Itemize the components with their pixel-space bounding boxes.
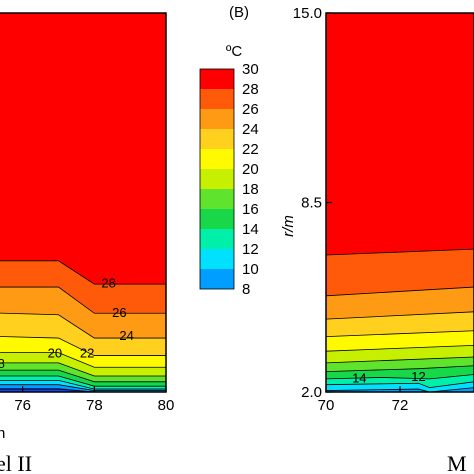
x-tick-label: 72: [392, 397, 409, 414]
colorbar-swatch-26: [200, 109, 234, 129]
x-tick-label: 70: [318, 397, 335, 414]
contour-label-24: 24: [119, 328, 133, 343]
contour-label-26: 26: [112, 305, 126, 320]
contour-line-20: [325, 344, 474, 352]
colorbar-tick-30: 30: [242, 61, 259, 78]
contour-label-28: 28: [101, 276, 115, 291]
colorbar-swatch-30: [200, 69, 234, 89]
colorbar-swatch-10: [200, 269, 234, 289]
colorbar-tick-18: 18: [242, 181, 259, 198]
contour-line-18: [0, 362, 166, 377]
colorbar-tick-22: 22: [242, 141, 259, 158]
x-tick-label: 78: [86, 397, 103, 414]
colorbar-tick-28: 28: [242, 81, 259, 98]
contour-label-12: 12: [411, 369, 425, 384]
contour-line-12: [325, 381, 474, 389]
y-axis-label: r/m: [280, 215, 297, 237]
contour-line-26: [0, 286, 166, 314]
contour-label-14: 14: [352, 370, 366, 385]
panel-a-plot: 28262422201810767880: [0, 12, 175, 414]
temperature-colorbar: 30 28 26 24 22 20 18 16 14 12 10 8: [199, 61, 259, 298]
y-tick-label: 8.5: [301, 195, 322, 212]
colorbar-tick-16: 16: [242, 201, 259, 218]
colorbar-frame: [199, 68, 235, 290]
panel-a-x-axis-label: n: [0, 425, 5, 442]
contour-line-16: [0, 369, 166, 383]
colorbar-tick-10: 10: [242, 261, 259, 278]
contour-line-22: [325, 330, 474, 338]
contour-line-24: [325, 311, 474, 320]
contour-line-22: [0, 336, 166, 356]
x-tick-label: 80: [158, 397, 175, 414]
contour-line-26: [325, 286, 474, 297]
contour-line-28: [0, 260, 166, 285]
y-tick-label: 2.0: [301, 384, 322, 401]
contour-line-18: [325, 356, 474, 364]
x-tick-label: 76: [14, 397, 31, 414]
colorbar-tick-26: 26: [242, 101, 259, 118]
y-tick-label: 15.0: [293, 5, 322, 22]
contour-line-14: [0, 375, 166, 387]
colorbar-tick-20: 20: [242, 161, 259, 178]
contour-line-10: [0, 384, 166, 391]
colorbar-swatch-18: [200, 189, 234, 209]
contour-label-22: 22: [80, 346, 94, 361]
panel-b-model-title: M: [447, 451, 467, 474]
contour-line-24: [0, 312, 166, 339]
contour-line-12: [0, 379, 166, 390]
plot-frame: [0, 12, 167, 393]
panel-b-plot: 14 12 70 72 2.0 8.5 15.0 r/m: [280, 5, 474, 414]
colorbar-swatch-12: [200, 249, 234, 269]
contour-line-10: [325, 387, 474, 393]
panel-a-model-title: el II: [0, 451, 32, 474]
colorbar-tick-24: 24: [242, 121, 259, 138]
colorbar-tick-12: 12: [242, 241, 259, 258]
colorbar-swatch-14: [200, 229, 234, 249]
contour-line-16: [325, 365, 474, 372]
contour-label-20: 20: [48, 346, 62, 361]
colorbar-swatch-24: [200, 129, 234, 149]
contour-line-28: [325, 248, 474, 256]
colorbar-swatch-28: [200, 89, 234, 109]
colorbar-unit-label: ºC: [226, 43, 242, 60]
contour-line-14: [325, 374, 474, 380]
colorbar-swatch-20: [200, 169, 234, 189]
colorbar-tick-14: 14: [242, 221, 259, 238]
colorbar-swatch-22: [200, 149, 234, 169]
contour-line-20: [0, 352, 166, 368]
colorbar-swatch-16: [200, 209, 234, 229]
contour-label-18: 18: [0, 356, 5, 371]
colorbar-tick-8: 8: [242, 281, 250, 298]
panel-b-label: (B): [229, 4, 249, 21]
